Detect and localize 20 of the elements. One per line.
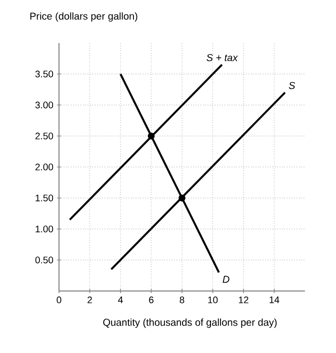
x-tick-label: 10 — [208, 296, 218, 304]
x-tick-label: 0 — [56, 296, 62, 304]
x-tick-label: 12 — [238, 296, 248, 304]
x-axis-title: Quantity (thousands of gallons per day) — [103, 318, 277, 328]
x-tick-label: 6 — [149, 296, 154, 304]
x-tick-label: 14 — [270, 296, 280, 304]
y-axis-title: Price (dollars per gallon) — [30, 12, 138, 22]
y-tick-label: 1.50 — [36, 194, 54, 202]
x-tick-label: 2 — [88, 296, 92, 304]
x-tick-label: 8 — [180, 296, 184, 304]
series-label: S + tax — [206, 54, 238, 62]
series-label: S — [288, 82, 296, 90]
series-label: D — [222, 276, 230, 283]
x-tick-label: 4 — [118, 296, 123, 304]
y-tick-label: 2.50 — [35, 132, 54, 140]
y-tick-label: 0.50 — [35, 256, 54, 264]
y-tick-label: 3.00 — [35, 102, 54, 108]
y-tick-label: 1.00 — [36, 226, 54, 232]
y-tick-label: 2.00 — [35, 164, 54, 170]
y-tick-label: 3.50 — [35, 70, 54, 78]
